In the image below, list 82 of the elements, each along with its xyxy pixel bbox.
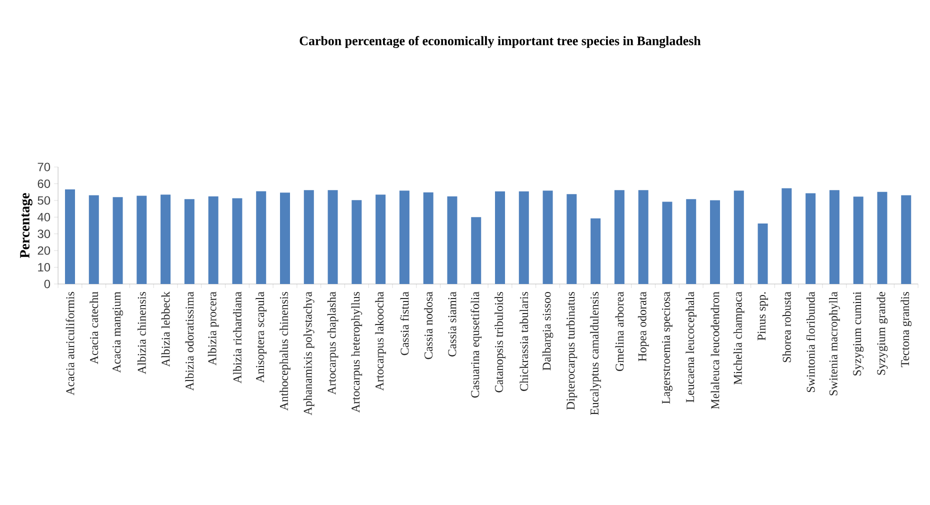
y-tick-label: 70 <box>38 162 50 172</box>
x-tick-label: Cassia nodosa <box>424 292 433 360</box>
x-tick-label: Pinus spp. <box>758 292 768 340</box>
x-tick-label: Swintonia floribunda <box>806 292 815 392</box>
bar <box>853 196 864 284</box>
bar <box>662 202 672 284</box>
bar <box>280 192 290 284</box>
x-tick-label: Albizia odoratissima <box>185 292 194 391</box>
bar <box>518 191 529 284</box>
x-tick-label: Acacia auriculiformis <box>66 292 74 396</box>
y-axis-title: Percentage <box>20 193 32 258</box>
bar <box>566 194 577 284</box>
bar <box>65 189 75 284</box>
x-tick-label: Casuarina equsetifolia <box>470 292 482 398</box>
y-tick-label: 20 <box>38 246 50 255</box>
x-tick-label: Albizia procera <box>208 292 219 366</box>
x-tick-label: Lagerstroemia speciosa <box>662 292 672 404</box>
y-tick-label: 10 <box>38 263 50 272</box>
bar <box>160 194 171 284</box>
bar <box>758 223 768 284</box>
bar <box>208 196 218 284</box>
bar <box>901 195 912 284</box>
x-tick-label: Eucalyptus camaldulensis <box>590 292 601 416</box>
bar <box>806 193 816 284</box>
x-tick-label: Acacia catechu <box>90 292 98 364</box>
x-tick-label: Dalbargia sissoo <box>542 292 554 370</box>
x-tick-label: Artocarpus heterophyllus <box>351 292 362 413</box>
x-tick-label: Cassia fistula <box>400 292 409 356</box>
x-tick-label: Aphanamixis polystachya <box>303 292 314 416</box>
x-tick-label: Cassia siamia <box>448 292 456 356</box>
bar <box>304 190 314 284</box>
x-tick-label: Syzygium cumini <box>853 292 864 376</box>
y-tick-label: 40 <box>38 212 50 222</box>
x-tick-label: Switenia macrophylla <box>829 292 840 396</box>
x-tick-label: Michelia champaca <box>733 292 744 384</box>
x-tick-label: Acacia mangium <box>112 292 124 373</box>
y-tick-label: 60 <box>38 179 50 188</box>
x-tick-label: Albizia chinensis <box>137 292 146 374</box>
x-tick-label: Tectona grandis <box>900 292 912 368</box>
bar <box>638 190 648 284</box>
x-tick-label: Shorea robusta <box>782 292 791 362</box>
bar <box>734 190 744 284</box>
bar <box>542 190 553 284</box>
x-tick-label: Dipterocarpus turbinatus <box>566 292 578 410</box>
x-tick-label: Catanopsis tribuloids <box>494 292 506 392</box>
x-tick-label: Syzygium grande <box>876 292 888 375</box>
y-tick-label: 30 <box>38 230 50 238</box>
x-tick-label: Melaleuca leucodendron <box>710 292 720 410</box>
y-tick-label: 0 <box>44 280 50 288</box>
bar <box>256 191 266 284</box>
x-tick-label: Albizia richardiana <box>233 292 242 384</box>
x-tick-label: Anthocephalus chinensis <box>280 292 290 411</box>
bar <box>447 196 458 284</box>
bar <box>590 218 601 284</box>
bar <box>495 191 506 284</box>
bar <box>614 190 624 284</box>
x-tick-label: Chickrassia tabularis <box>520 292 528 391</box>
y-tick-label: 50 <box>38 196 50 205</box>
bar <box>112 197 123 284</box>
x-tick-label: Gmelina arborea <box>615 292 624 372</box>
bar <box>352 200 362 284</box>
bar <box>399 190 410 284</box>
x-tick-label: Artocarpus chaplasha <box>327 292 338 395</box>
bar <box>184 199 194 284</box>
bar <box>88 195 99 284</box>
bar <box>686 199 696 284</box>
bar <box>829 190 840 284</box>
x-tick-label: Leucaena leucocephala <box>686 292 697 402</box>
x-tick-label: Artocarpus lakoocha <box>375 292 386 391</box>
bar <box>232 198 242 284</box>
bar <box>376 194 386 284</box>
x-tick-label: Anisoptera scapula <box>256 292 267 383</box>
chart-title: Carbon percentage of economically important tree species in Bangladesh <box>300 36 701 48</box>
bar <box>328 190 338 284</box>
bar <box>782 188 792 284</box>
x-tick-label: Hopea odorata <box>638 292 649 362</box>
bar <box>423 192 434 284</box>
bar <box>877 192 888 284</box>
bar <box>471 217 482 284</box>
bar <box>136 196 147 284</box>
x-tick-label: Albizia lebbeck <box>161 292 170 367</box>
bar <box>710 200 720 284</box>
